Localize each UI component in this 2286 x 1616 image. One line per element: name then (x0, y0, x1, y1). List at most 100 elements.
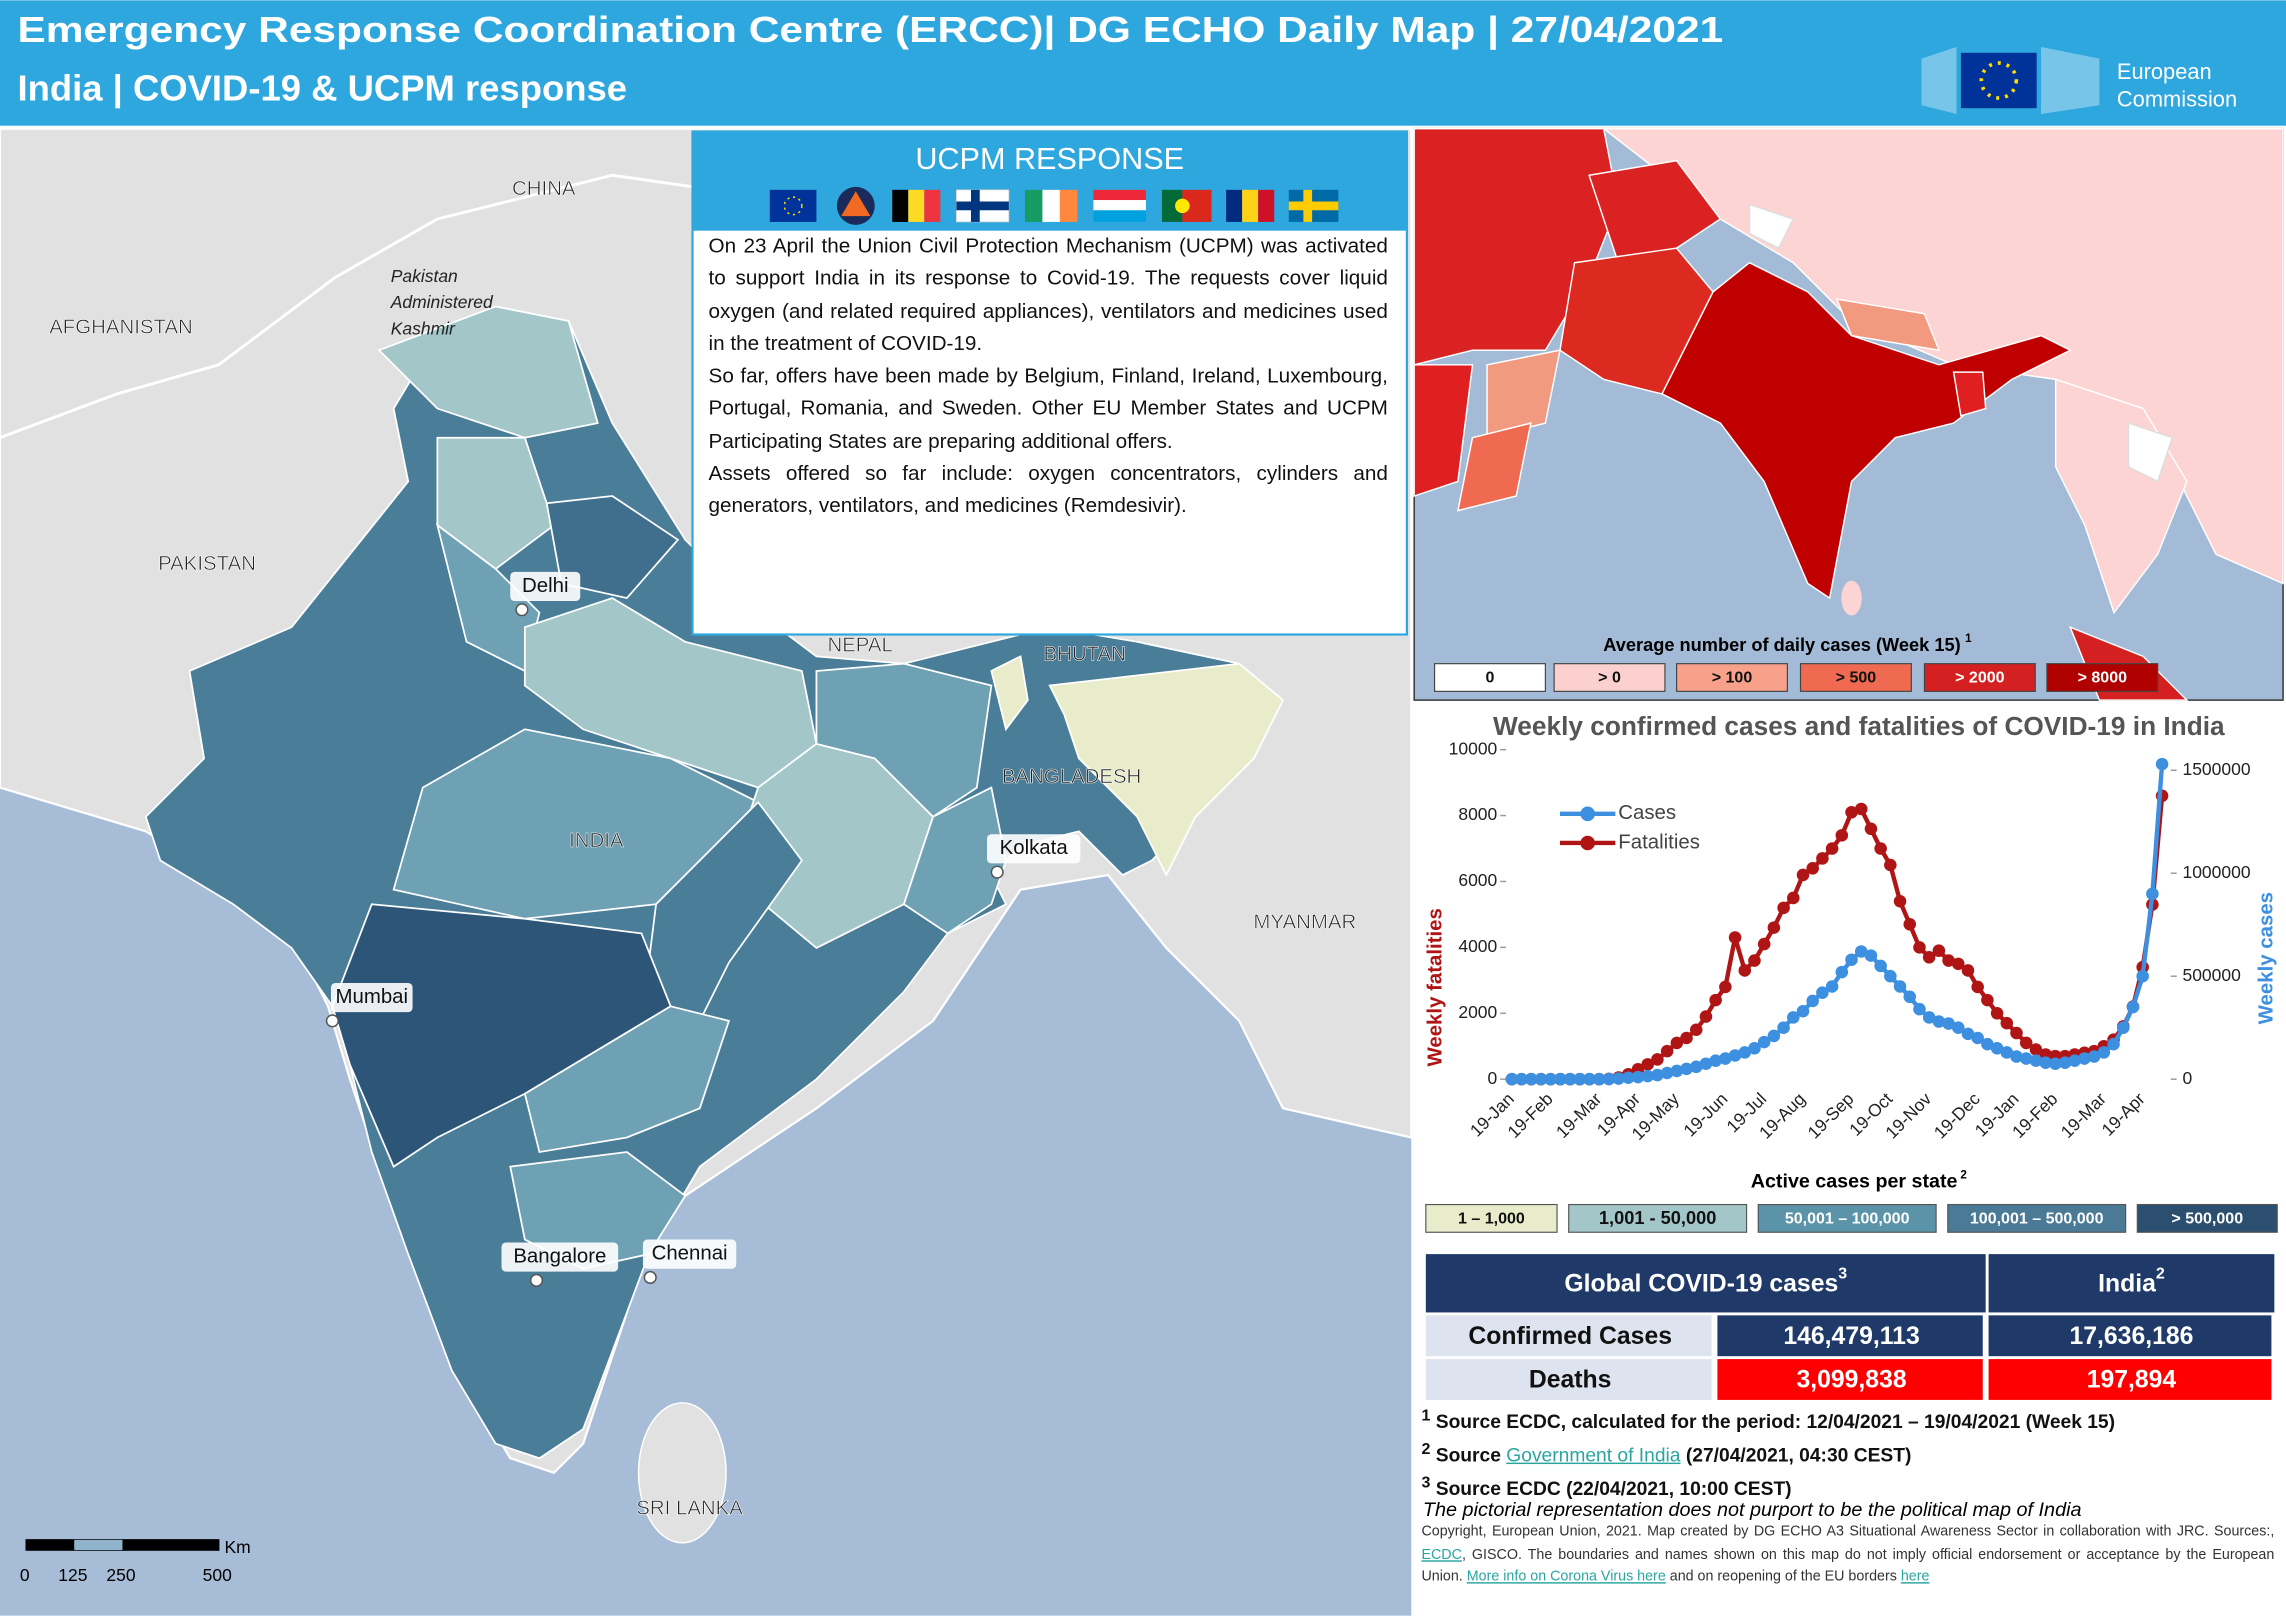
ucpm-paragraph: On 23 April the Union Civil Protection M… (708, 235, 1388, 356)
footnote-ref: 2 (1960, 1168, 1967, 1181)
x-tick-label: 19-Jun (1680, 1089, 1732, 1141)
ucpm-title: UCPM RESPONSE (915, 142, 1184, 176)
country-label: SRI LANKA (636, 1498, 743, 1520)
data-point (1825, 842, 1839, 855)
flag-row (769, 186, 1339, 225)
data-point (1854, 802, 1868, 816)
data-point (1573, 1072, 1587, 1086)
data-point (2087, 1050, 2101, 1063)
data-point (1893, 894, 1907, 908)
data-point (1932, 1015, 1946, 1028)
logo-text: European (2117, 59, 2212, 84)
legend-swatch (1947, 1203, 2127, 1233)
data-point (1961, 964, 1975, 977)
x-tick-label: 19-Apr (2098, 1089, 2149, 1140)
data-point (1796, 868, 1810, 882)
country-label: PAKISTAN (158, 553, 256, 575)
legend-marker (1580, 835, 1595, 851)
x-tick-label: 19-Mar (1552, 1089, 1605, 1142)
data-point (1913, 1002, 1926, 1016)
data-point (1845, 953, 1858, 967)
country-label: NEPAL (827, 635, 892, 657)
legend-label: > 100 (1712, 668, 1753, 686)
data-point (1787, 891, 1800, 905)
country-label: MYANMAR (1253, 912, 1356, 934)
copyright-text: Copyright, European Union, 2021. Map cre… (1421, 1523, 2275, 1540)
data-point (2029, 1054, 2043, 1067)
data-point (2010, 1050, 2023, 1063)
legend-marker (1580, 806, 1595, 822)
data-point (1728, 931, 1742, 944)
copyright-link[interactable]: More info on Corona Virus here (1466, 1569, 1666, 1586)
footnote: 2 Source Government of India (27/04/2021… (1421, 1436, 2281, 1469)
data-point (1874, 842, 1887, 855)
disputed-area-label: Pakistan (391, 266, 458, 286)
country-label: BANGLADESH (1002, 766, 1142, 788)
disclaimer: The pictorial representation does not pu… (1423, 1499, 2082, 1521)
legend-swatch (1676, 663, 1788, 692)
copyright-link[interactable]: ECDC (1421, 1546, 1462, 1563)
scale-bar (25, 1539, 220, 1551)
copyright-text: and on reopening of the EU borders (1669, 1569, 1897, 1586)
data-point (2019, 1036, 2033, 1050)
data-point (1738, 1046, 1752, 1059)
y2-tick-label: 0 (2182, 1068, 2192, 1088)
data-point (1961, 1027, 1975, 1041)
data-point (1651, 1053, 1664, 1066)
footnote: 1 Source ECDC, calculated for the period… (1421, 1403, 2281, 1436)
city-label-bg (330, 982, 413, 1013)
footnote-sup: 3 (1421, 1473, 1431, 1492)
city-label-bg (642, 1239, 737, 1269)
data-point (1680, 1031, 1693, 1045)
footnote-text: Source (1435, 1444, 1501, 1466)
chart-title-box: Weekly confirmed cases and fatalities of… (1493, 712, 2225, 741)
city-label: Delhi (522, 575, 569, 597)
scale-label: 0 (20, 1565, 30, 1585)
legend-label: > 2000 (1955, 668, 2005, 686)
copyright-text: , GISCO. The boundaries and names shown … (1421, 1546, 2275, 1586)
data-point (1903, 918, 1917, 931)
legend-label: > 500,000 (2171, 1209, 2243, 1227)
data-point (1806, 994, 1819, 1008)
data-point (1874, 959, 1887, 973)
table-header-cell (1988, 1254, 2275, 1313)
data-point (1748, 954, 1761, 967)
data-point (1835, 829, 1849, 842)
copyright-link[interactable]: here (1900, 1569, 1930, 1586)
data-point (1922, 950, 1936, 964)
city-label: Kolkata (1000, 837, 1069, 859)
footnote-link[interactable]: Government of India (1506, 1444, 1681, 1466)
legend-label: Cases (1618, 802, 1676, 824)
data-point (1757, 1035, 1771, 1049)
data-point (1709, 993, 1722, 1007)
data-point (1563, 1072, 1577, 1086)
scale-label: 125 (58, 1565, 87, 1585)
data-point (1748, 1042, 1761, 1055)
data-point (2116, 1021, 2130, 1034)
table-cell (1717, 1359, 1983, 1400)
data-point (1622, 1071, 1635, 1084)
city-marker (529, 1273, 544, 1287)
legend-swatch (1757, 1203, 1937, 1233)
data-point (1893, 980, 1907, 993)
footnotes: 1 Source ECDC, calculated for the period… (1421, 1403, 2281, 1499)
data-point (1524, 1072, 1538, 1086)
data-point (1738, 964, 1752, 977)
legend-label: > 8000 (2078, 668, 2128, 686)
scale-label: 250 (106, 1565, 135, 1585)
data-point (1670, 1064, 1684, 1078)
data-point (1709, 1054, 1722, 1067)
data-point (1884, 858, 1897, 872)
data-point (1845, 806, 1858, 819)
data-point (1767, 1029, 1781, 1043)
data-point (2010, 1026, 2023, 1040)
data-point (1719, 980, 1732, 994)
data-point (2126, 1000, 2140, 1014)
data-point (1660, 1066, 1674, 1080)
active-legend-title: Active cases per state 2 (1751, 1168, 1968, 1192)
city-label: Mumbai (335, 986, 408, 1008)
city-marker (515, 603, 529, 617)
data-point (2068, 1054, 2082, 1067)
legend-swatch (1568, 1203, 1748, 1233)
x-tick-label: 19-Dec (1930, 1088, 1984, 1142)
